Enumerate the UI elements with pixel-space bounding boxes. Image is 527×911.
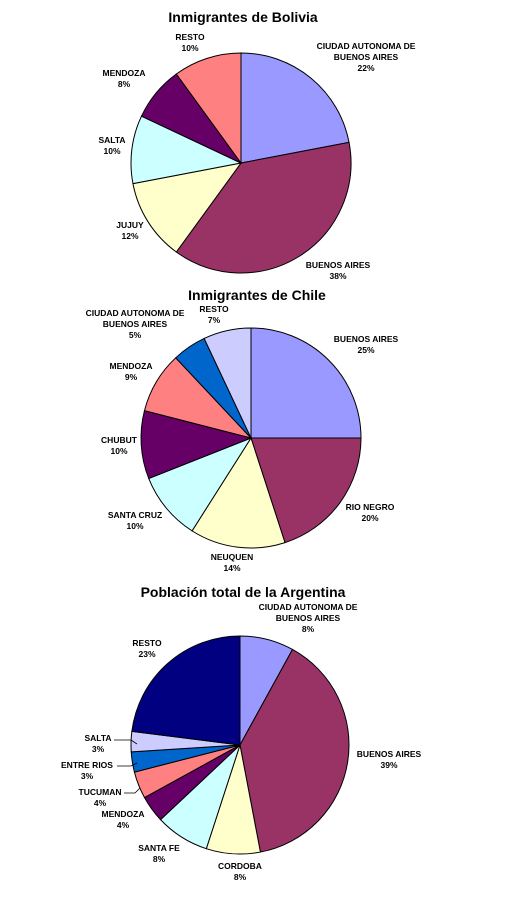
slice-label-mendoza: MENDOZA 8% (103, 68, 146, 89)
slice-percent: 8% (118, 79, 131, 89)
slice-percent: 8% (234, 872, 247, 882)
slice-label-neuquen: NEUQUEN 14% (211, 552, 254, 573)
chart-bolivia: Inmigrantes de Bolivia CIUDAD AUTONOMA D… (98, 9, 415, 281)
pie-slice-ciudad-autonoma-de-buenos-aires (240, 52, 350, 164)
slice-percent: 3% (81, 771, 94, 781)
slice-percent: 5% (129, 330, 142, 340)
slice-percent: 12% (121, 231, 138, 241)
slice-percent: 25% (357, 345, 374, 355)
slice-percent: 7% (208, 315, 221, 325)
slice-label-buenos-aires: BUENOS AIRES 25% (334, 334, 399, 355)
slice-percent: 10% (126, 521, 143, 531)
slice-label-mendoza: MENDOZA 4% (102, 809, 145, 830)
pie-slice-rio-negro (250, 437, 362, 544)
chart-title: Inmigrantes de Chile (188, 287, 326, 303)
slice-label-ciudad-autonoma-de-buenos-aires: CIUDAD AUTONOMA DE BUENOS AIRES 8% (259, 602, 358, 634)
slice-percent: 10% (103, 146, 120, 156)
slice-percent: 39% (380, 760, 397, 770)
slice-label-ciudad-autonoma-de-buenos-aires: CIUDAD AUTONOMA DE BUENOS AIRES 22% (317, 41, 416, 73)
slice-label-resto: RESTO 7% (199, 304, 229, 325)
slice-label-chubut: CHUBUT 10% (101, 435, 138, 456)
slice-percent: 23% (138, 649, 155, 659)
slice-percent: 4% (117, 820, 130, 830)
leader-line-entre-rios (117, 762, 138, 767)
slice-percent: 14% (223, 563, 240, 573)
pie-slice-buenos-aires (250, 327, 362, 439)
slice-label-entre-rios: ENTRE RIOS 3% (61, 760, 113, 781)
pie-slice-resto (203, 327, 252, 439)
slice-label-santa-cruz: SANTA CRUZ 10% (108, 510, 162, 531)
slice-percent: 20% (361, 513, 378, 523)
slice-percent: 4% (94, 798, 107, 808)
slice-percent: 8% (302, 624, 315, 634)
slice-percent: 38% (329, 271, 346, 281)
slice-percent: 8% (153, 854, 166, 864)
leader-line-salta (114, 739, 138, 745)
pie-slice-jujuy (132, 162, 243, 253)
slice-label-rio-negro: RIO NEGRO 20% (346, 502, 395, 523)
pie-slice-neuquen (191, 436, 286, 549)
slice-percent: 3% (92, 744, 105, 754)
slice-label-mendoza: MENDOZA 9% (110, 361, 153, 382)
slice-percent: 10% (181, 43, 198, 53)
slice-percent: 9% (125, 372, 138, 382)
slice-percent: 10% (110, 446, 127, 456)
leader-line-tucuman (124, 787, 141, 794)
slice-label-resto: RESTO 10% (175, 32, 205, 53)
slice-label-salta: SALTA 10% (98, 135, 125, 156)
pie-slice-resto (131, 635, 241, 746)
slice-label-jujuy: JUJUY 12% (116, 220, 144, 241)
slice-label-salta: SALTA 3% (84, 733, 111, 754)
slice-label-resto: RESTO 23% (132, 638, 162, 659)
chart-title: Inmigrantes de Bolivia (168, 9, 318, 25)
slice-label-cordoba: CORDOBA 8% (218, 861, 262, 882)
slice-label-tucuman: TUCUMAN 4% (79, 787, 122, 808)
slice-percent: 22% (357, 63, 374, 73)
slice-label-buenos-aires: BUENOS AIRES 38% (306, 260, 371, 281)
pie-slice-buenos-aires (175, 141, 352, 274)
chart-title: Población total de la Argentina (141, 584, 346, 600)
chart-chile: Inmigrantes de Chile BUENOS AIRES 25% RIO … (86, 287, 399, 573)
pie-slice-buenos-aires (239, 648, 350, 853)
slice-label-santa-fe: SANTA FE 8% (138, 843, 180, 864)
slice-label-buenos-aires: BUENOS AIRES 39% (357, 749, 422, 770)
slice-label-ciudad-autonoma-de-buenos-aires: CIUDAD AUTONOMA DE BUENOS AIRES 5% (86, 308, 185, 340)
chart-argentina: Población total de la Argentina CIUDAD A… (61, 584, 422, 882)
pie-slice-resto (175, 52, 242, 165)
